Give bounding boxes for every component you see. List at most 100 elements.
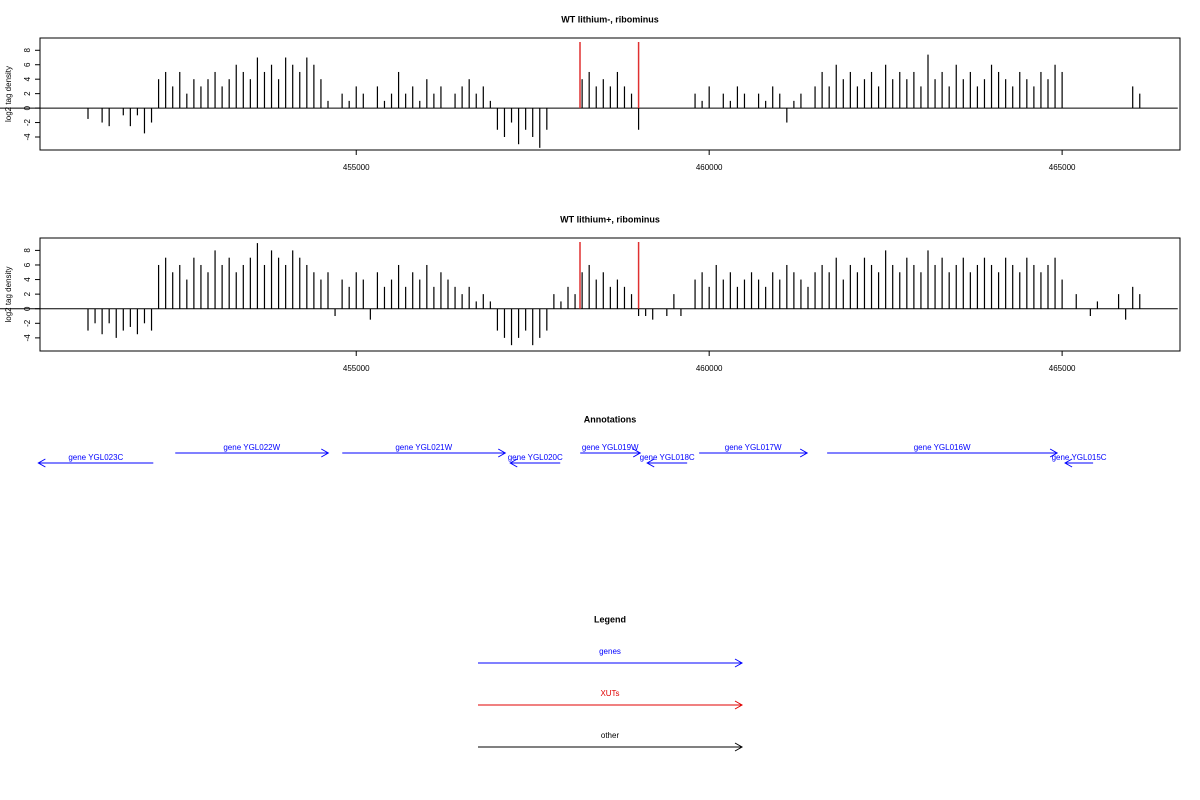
bar: [299, 257, 301, 309]
bar: [892, 264, 894, 309]
bar: [849, 264, 851, 309]
bar: [913, 71, 915, 109]
bar: [150, 108, 153, 123]
bar: [461, 294, 463, 309]
bar: [863, 79, 866, 109]
bar: [588, 71, 590, 109]
bar: [990, 64, 993, 109]
gene-arrow-head: [632, 448, 642, 458]
bar: [877, 272, 880, 309]
bar: [602, 272, 604, 309]
bar: [616, 71, 619, 109]
bar: [532, 308, 534, 346]
bar: [489, 100, 491, 109]
bar: [412, 272, 414, 309]
y-tick-label: 4: [23, 76, 32, 81]
bar: [510, 108, 513, 123]
y-tick-label: 2: [23, 91, 32, 96]
bar: [440, 86, 442, 109]
bar: [348, 100, 350, 109]
gene-label: gene YGL016W: [914, 443, 971, 452]
bar: [221, 264, 223, 309]
bar: [313, 64, 315, 109]
y-axis-label: log2 tag density: [4, 266, 13, 322]
bar: [87, 108, 89, 119]
bar: [277, 257, 280, 309]
bar: [214, 71, 216, 109]
bar: [468, 79, 470, 109]
bar: [574, 294, 576, 309]
bar: [157, 264, 160, 309]
bar: [221, 86, 223, 109]
bar: [341, 93, 343, 109]
bar: [207, 272, 209, 309]
bar: [546, 108, 548, 130]
bar: [405, 93, 407, 109]
gene-label: gene YGL015C: [1052, 453, 1107, 462]
bar: [948, 86, 950, 109]
bar: [165, 257, 167, 309]
bar: [1019, 272, 1021, 309]
bar: [362, 279, 364, 309]
gene-arrow-head: [1064, 458, 1073, 468]
bar: [913, 264, 915, 309]
legend-label: other: [601, 731, 620, 740]
bar: [595, 279, 597, 309]
gene-arrow-head: [509, 458, 518, 468]
x-tick-label: 460000: [696, 163, 723, 172]
bar: [94, 308, 96, 324]
bar: [955, 64, 957, 109]
bar: [623, 286, 626, 309]
bar: [595, 86, 597, 109]
bar: [757, 93, 760, 109]
bar: [235, 64, 237, 109]
x-tick-label: 465000: [1049, 364, 1076, 373]
bar: [708, 286, 710, 309]
bar: [941, 257, 943, 309]
bar: [849, 71, 851, 109]
bar: [136, 308, 139, 335]
bar: [1019, 71, 1021, 109]
bar: [1061, 71, 1063, 109]
bar: [433, 286, 435, 309]
bar: [899, 272, 901, 309]
bar: [419, 279, 421, 309]
bar: [179, 71, 181, 109]
bar: [426, 264, 428, 309]
bar: [927, 54, 929, 109]
bar: [793, 272, 795, 309]
bar: [962, 257, 964, 309]
bar: [228, 79, 230, 109]
bar: [609, 286, 611, 309]
bar: [729, 100, 731, 109]
bar: [1061, 279, 1063, 309]
legend-label: XUTs: [600, 689, 619, 698]
bar: [503, 108, 506, 137]
bar: [129, 108, 131, 127]
bar: [722, 93, 724, 109]
bar: [1033, 264, 1035, 309]
bar: [920, 86, 922, 109]
bar: [433, 93, 435, 109]
bar: [320, 79, 322, 109]
bar: [285, 264, 287, 309]
bar: [997, 71, 1000, 109]
bar: [1139, 93, 1141, 109]
gene-arrow-head: [799, 448, 809, 458]
bar: [179, 264, 181, 309]
bar: [263, 264, 266, 309]
bar: [496, 108, 499, 130]
bar: [87, 308, 89, 331]
bar: [1117, 294, 1120, 309]
bar: [560, 301, 562, 309]
bar: [885, 64, 887, 109]
y-tick-label: 8: [23, 48, 32, 53]
bar: [955, 264, 957, 309]
bar: [489, 301, 491, 309]
annotations-title: Annotations: [584, 414, 637, 424]
bar: [793, 100, 795, 109]
bar: [200, 86, 202, 109]
bar: [539, 108, 541, 148]
bar: [292, 250, 294, 309]
bar: [503, 308, 506, 338]
